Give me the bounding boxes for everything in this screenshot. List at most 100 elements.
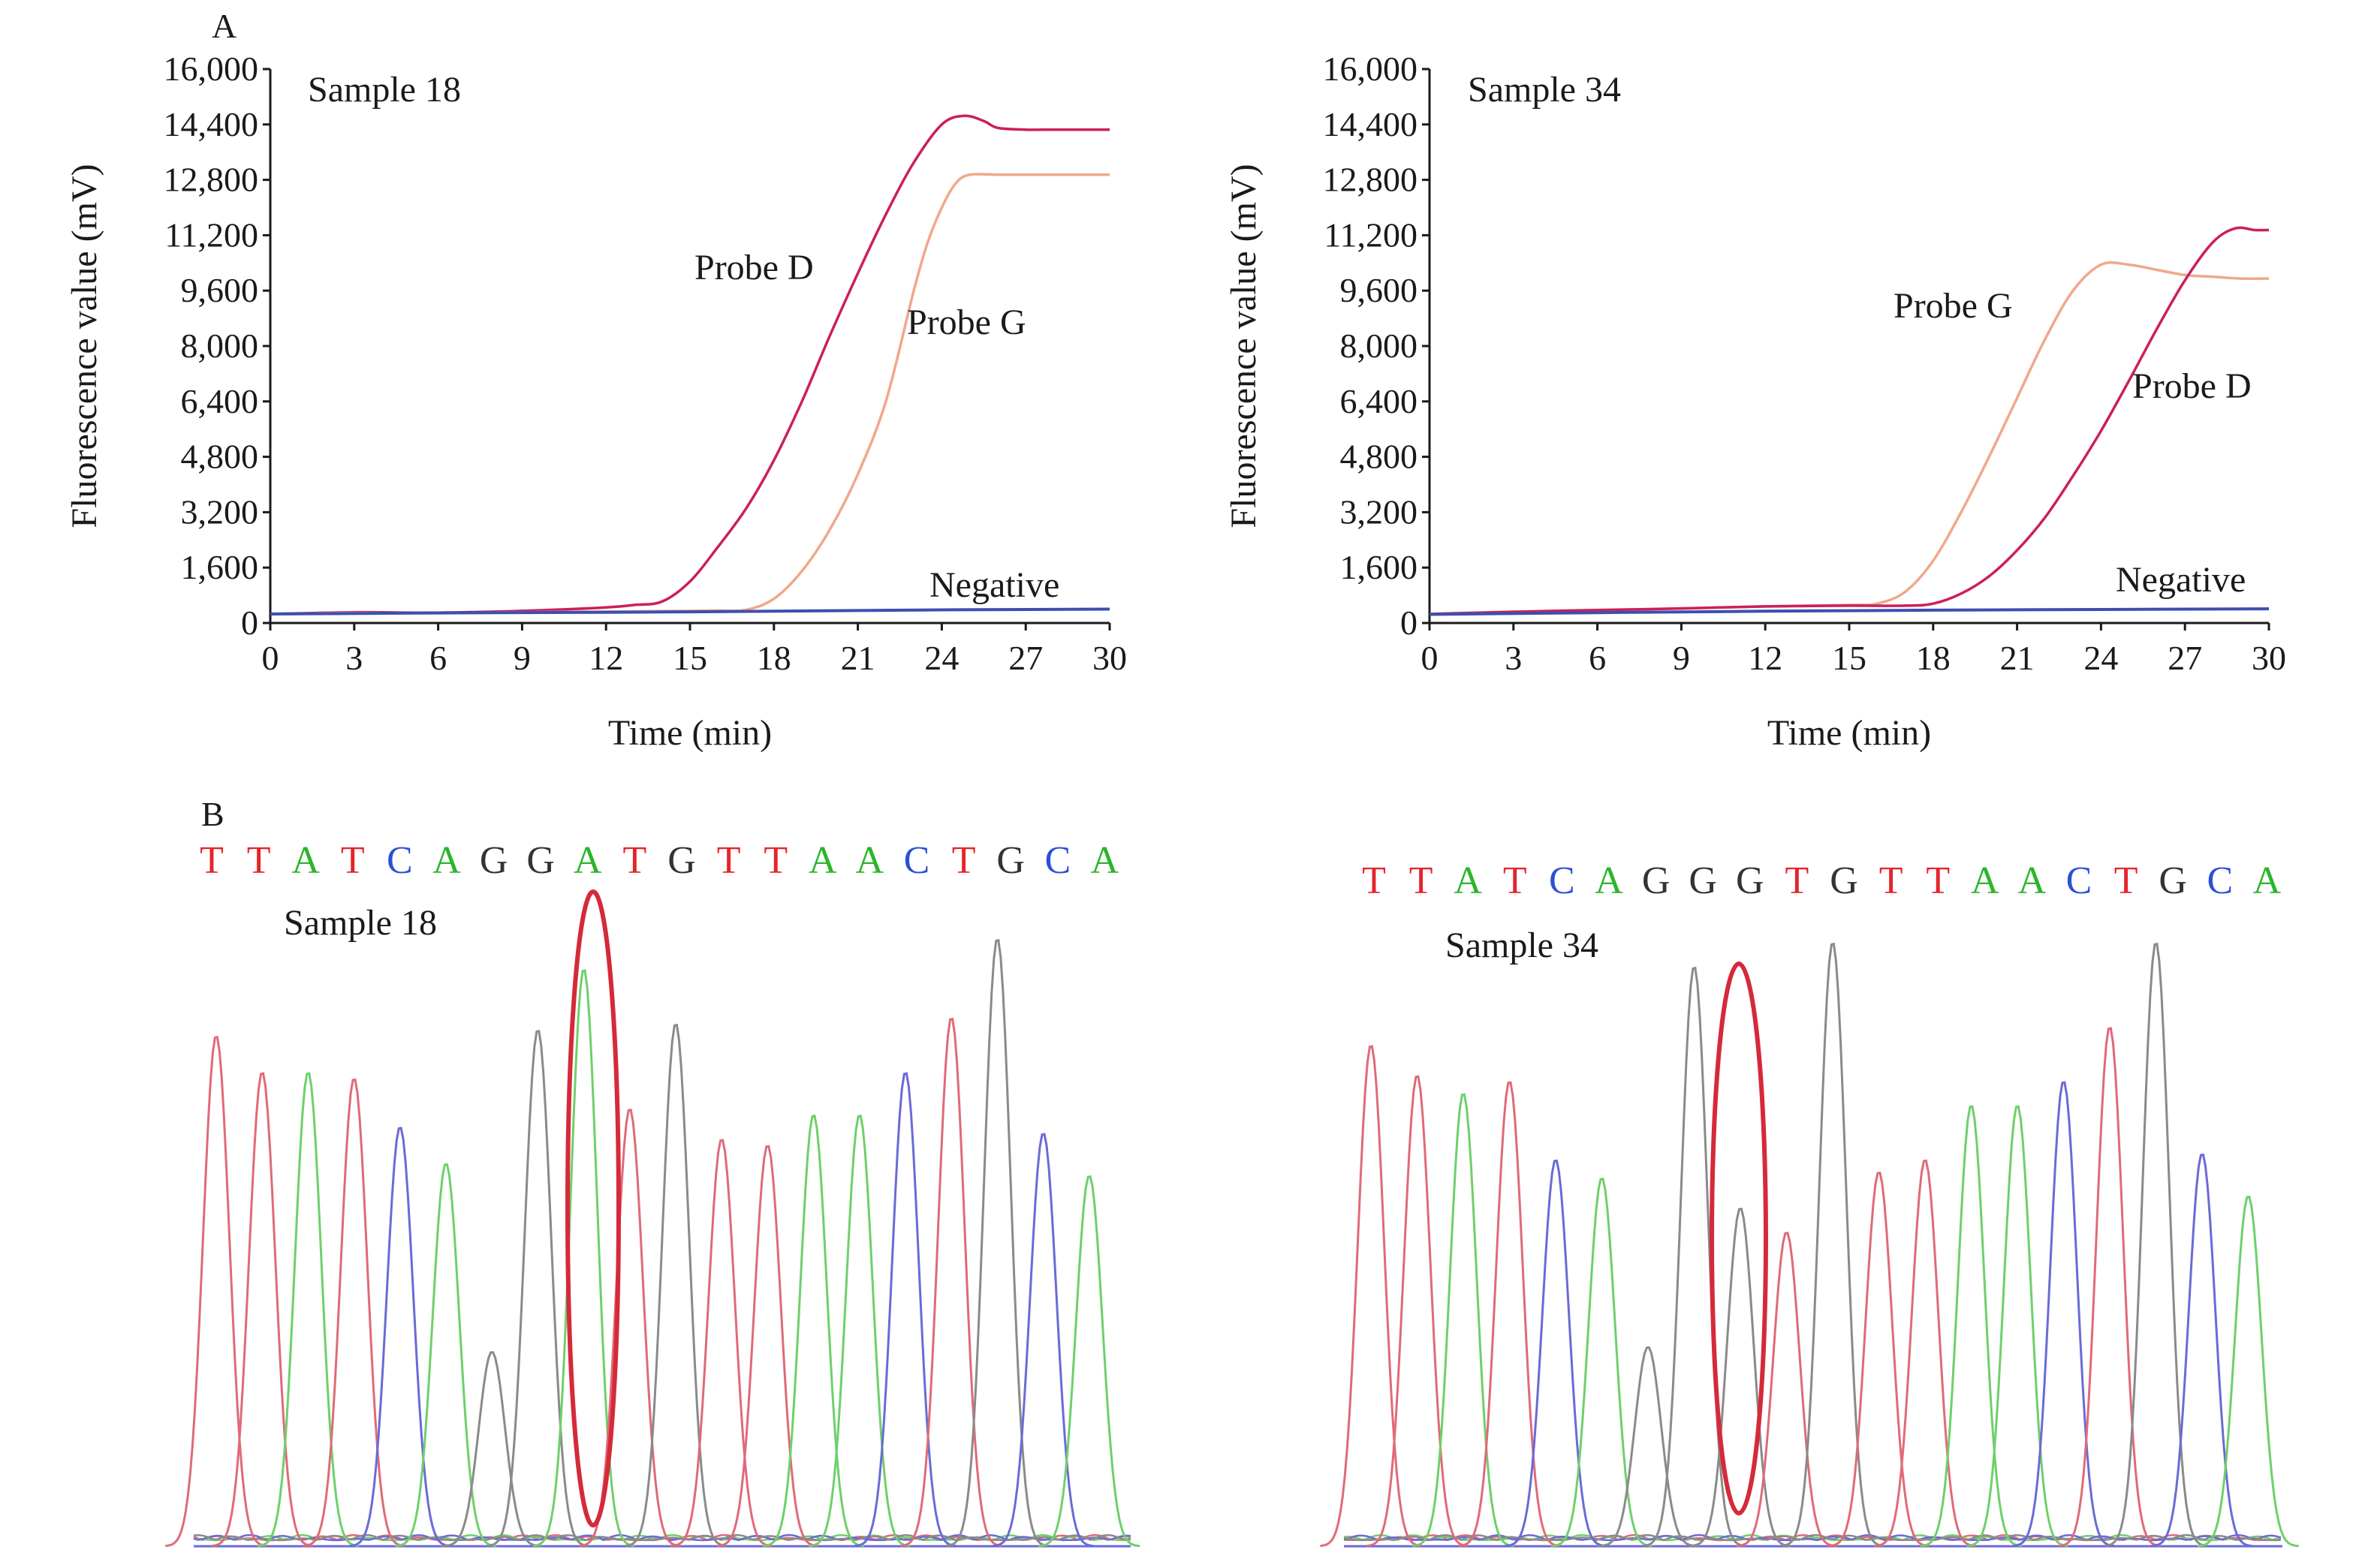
negative-label: Negative — [2116, 560, 2246, 600]
x-tick-label: 27 — [2168, 639, 2202, 677]
sample-label: Sample 34 — [1468, 70, 1621, 110]
peak-g — [487, 1029, 589, 1548]
y-tick-label: 11,200 — [1324, 215, 1417, 254]
base-letter: G — [1830, 859, 1858, 902]
y-tick-label: 6,400 — [181, 382, 259, 420]
peak-t — [1320, 1045, 1422, 1548]
peak-t — [900, 1017, 1002, 1548]
base-letter: G — [1736, 859, 1764, 902]
peak-a — [1550, 1177, 1653, 1548]
baseline-trace — [1343, 1533, 2282, 1542]
y-tick-label: 8,000 — [181, 327, 259, 365]
base-letter: T — [2114, 859, 2138, 902]
base-letter: G — [996, 839, 1025, 882]
base-letter: G — [1689, 859, 1717, 902]
peak-t — [1458, 1081, 1561, 1548]
base-letter: C — [2207, 859, 2233, 902]
x-tick-label: 12 — [589, 639, 623, 677]
snp-highlight-oval — [565, 889, 621, 1527]
x-tick-label: 21 — [841, 639, 875, 677]
base-letter: A — [291, 839, 320, 882]
probe-d-label: Probe D — [694, 248, 814, 287]
x-tick-label: 21 — [2000, 639, 2035, 677]
base-letter: T — [717, 839, 741, 882]
base-letter: A — [2018, 859, 2047, 902]
base-letter: G — [480, 839, 508, 882]
peak-t — [211, 1072, 313, 1548]
base-letter: C — [387, 839, 413, 882]
y-tick-label: 16,000 — [164, 50, 259, 88]
base-letter: T — [1503, 859, 1527, 902]
peak-c — [854, 1072, 957, 1548]
y-tick-label: 0 — [1400, 603, 1417, 642]
y-tick-label: 9,600 — [181, 271, 259, 309]
peak-g — [2104, 942, 2207, 1547]
amplification-chart-sample-34: 0 1,600 3,200 4,800 6,400 8,000 9,600 11,200 12,… — [1224, 50, 2286, 753]
base-letter: T — [1785, 859, 1809, 902]
y-tick-label: 12,800 — [1323, 161, 1418, 199]
peak-t — [303, 1078, 405, 1548]
peak-a — [257, 1072, 359, 1548]
x-tick-label: 27 — [1008, 639, 1043, 677]
y-tick-label: 4,800 — [181, 438, 259, 476]
peak-g — [441, 1350, 543, 1548]
y-tick-label: 1,600 — [181, 548, 259, 586]
trace-layer — [1320, 942, 2299, 1548]
y-tick-label: 4,800 — [1340, 438, 1418, 476]
peak-a — [532, 969, 635, 1547]
base-letter: C — [1044, 839, 1071, 882]
x-tick-label: 3 — [345, 639, 363, 677]
x-tick-label: 6 — [429, 639, 447, 677]
base-letter: C — [2066, 859, 2092, 902]
x-tick-label: 18 — [1916, 639, 1951, 677]
peak-t — [2059, 1027, 2161, 1548]
probe-d-label: Probe D — [2132, 366, 2252, 406]
peak-a — [809, 1114, 911, 1548]
y-tick-label: 14,400 — [164, 105, 259, 143]
y-tick-label: 6,400 — [1340, 382, 1418, 420]
series-layer — [1429, 226, 2270, 616]
peak-a — [1412, 1093, 1514, 1548]
trace-layer — [165, 889, 1140, 1548]
x-tick-label: 18 — [757, 639, 791, 677]
x-tick-label: 24 — [2083, 639, 2118, 677]
y-tick-label: 12,800 — [164, 161, 259, 199]
x-tick-label: 30 — [1092, 639, 1127, 677]
base-letter: A — [1595, 859, 1623, 902]
base-letter: A — [809, 839, 837, 882]
x-tick-label: 9 — [514, 639, 531, 677]
y-tick-label: 11,200 — [164, 215, 258, 254]
base-letter: A — [432, 839, 461, 882]
peak-t — [1874, 1159, 1976, 1548]
base-letter: T — [764, 839, 788, 882]
y-tick-label: 1,600 — [1340, 548, 1418, 586]
base-letter: T — [247, 839, 271, 882]
probe-g-label: Probe G — [907, 302, 1026, 342]
peak-t — [1366, 1075, 1469, 1548]
peak-g — [946, 938, 1048, 1547]
base-letter: T — [1926, 859, 1950, 902]
y-tick-label: 9,600 — [1340, 271, 1418, 309]
y-axis-label: Fluorescence value (mV) — [65, 164, 104, 528]
amplification-chart-sample-18: 0 1,600 3,200 4,800 6,400 8,000 9,600 11,200 12,… — [65, 50, 1127, 753]
peak-t — [716, 1145, 818, 1548]
x-tick-label: 0 — [1421, 639, 1439, 677]
y-axis-label: Fluorescence value (mV) — [1224, 164, 1264, 528]
peak-a — [1038, 1175, 1140, 1548]
base-letter: C — [904, 839, 930, 882]
x-tick-label: 3 — [1505, 639, 1522, 677]
x-axis-label: Time (min) — [608, 713, 772, 753]
x-ticks: 0 3 6 9 12 15 18 21 24 27 30 — [262, 623, 1127, 677]
y-tick-label: 16,000 — [1323, 50, 1418, 88]
x-axis-label: Time (min) — [1767, 713, 1931, 753]
x-tick-label: 9 — [1673, 639, 1690, 677]
peak-g — [625, 1023, 727, 1548]
sample-label: Sample 34 — [1445, 925, 1598, 965]
y-tick-label: 3,200 — [1340, 492, 1418, 531]
x-ticks: 0 3 6 9 12 15 18 21 24 27 30 — [1421, 623, 2286, 677]
peak-a — [1966, 1105, 2068, 1548]
